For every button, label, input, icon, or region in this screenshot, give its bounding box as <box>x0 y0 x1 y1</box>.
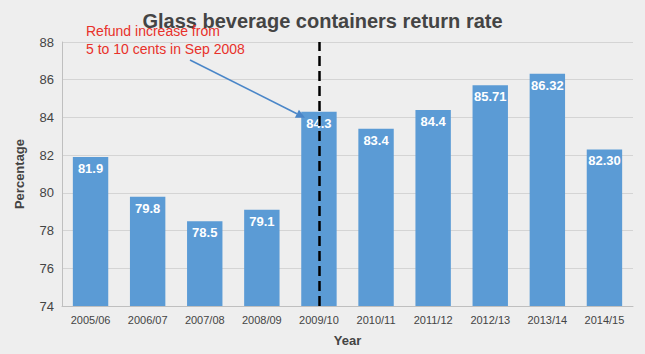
svg-text:2011/12: 2011/12 <box>414 314 453 326</box>
svg-text:82: 82 <box>40 148 54 163</box>
svg-text:86: 86 <box>40 72 54 87</box>
svg-text:Percentage: Percentage <box>12 139 27 209</box>
svg-text:2014/15: 2014/15 <box>585 314 625 326</box>
svg-text:88: 88 <box>40 35 54 50</box>
svg-text:80: 80 <box>40 185 54 200</box>
svg-text:84: 84 <box>40 110 54 125</box>
svg-text:84.4: 84.4 <box>420 114 446 129</box>
svg-text:83.4: 83.4 <box>363 133 389 148</box>
svg-text:2007/08: 2007/08 <box>185 314 225 326</box>
svg-text:76: 76 <box>40 261 54 276</box>
svg-text:82.30: 82.30 <box>588 153 621 168</box>
svg-text:5 to 10 cents in Sep 2008: 5 to 10 cents in Sep 2008 <box>86 41 245 57</box>
svg-text:79.1: 79.1 <box>249 214 274 229</box>
svg-text:81.9: 81.9 <box>78 161 103 176</box>
svg-text:Year: Year <box>334 333 361 348</box>
svg-text:86.32: 86.32 <box>531 78 564 93</box>
svg-text:2005/06: 2005/06 <box>71 314 111 326</box>
svg-text:84.3: 84.3 <box>306 115 332 131</box>
svg-text:Glass beverage containers retu: Glass beverage containers return rate <box>142 10 503 32</box>
svg-text:74: 74 <box>40 299 54 314</box>
svg-text:2010/11: 2010/11 <box>357 314 396 326</box>
svg-text:2013/14: 2013/14 <box>527 314 567 326</box>
svg-text:2009/10: 2009/10 <box>299 314 339 326</box>
svg-text:78: 78 <box>40 223 54 238</box>
svg-text:79.8: 79.8 <box>135 201 160 216</box>
svg-text:85.71: 85.71 <box>474 89 507 104</box>
svg-text:Refund increase from: Refund increase from <box>86 23 220 39</box>
svg-text:78.5: 78.5 <box>192 225 217 240</box>
svg-text:2008/09: 2008/09 <box>242 314 282 326</box>
svg-text:2006/07: 2006/07 <box>128 314 168 326</box>
svg-text:2012/13: 2012/13 <box>470 314 510 326</box>
